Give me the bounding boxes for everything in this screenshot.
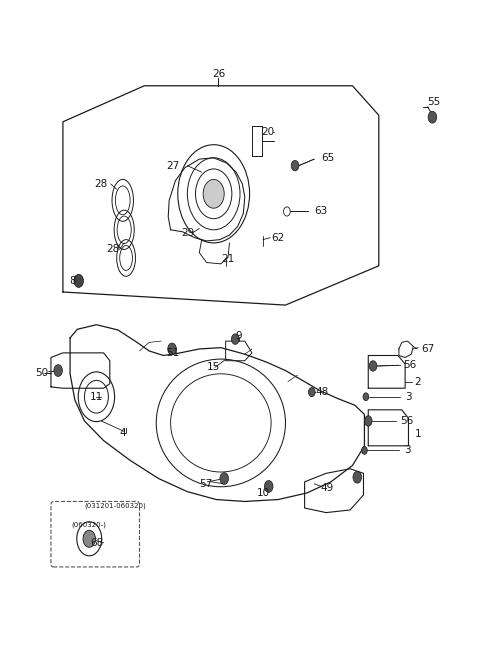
Text: 62: 62 [271, 233, 284, 243]
Text: 20: 20 [262, 127, 275, 136]
Circle shape [168, 343, 176, 355]
Text: 63: 63 [314, 207, 327, 216]
Text: 1: 1 [415, 429, 421, 439]
Text: 56: 56 [403, 360, 416, 371]
Text: 11: 11 [90, 392, 103, 401]
Text: 8: 8 [69, 276, 76, 286]
Circle shape [83, 530, 96, 547]
Text: 65: 65 [322, 153, 335, 163]
Text: 55: 55 [427, 97, 441, 107]
Text: 3: 3 [404, 445, 411, 455]
Circle shape [203, 179, 224, 208]
Circle shape [309, 388, 315, 397]
Text: (031201-060320): (031201-060320) [84, 502, 146, 509]
Text: 57: 57 [199, 479, 213, 489]
Circle shape [428, 112, 437, 123]
Circle shape [353, 472, 361, 483]
Text: 50: 50 [35, 367, 48, 377]
Text: 28: 28 [106, 245, 119, 255]
Text: (060320-): (060320-) [72, 521, 107, 527]
Circle shape [54, 365, 62, 377]
Circle shape [220, 473, 228, 484]
Text: 27: 27 [166, 161, 179, 171]
Text: 51: 51 [166, 348, 179, 358]
Text: 56: 56 [400, 416, 414, 426]
Circle shape [364, 416, 372, 426]
Text: 15: 15 [206, 362, 220, 372]
Circle shape [369, 361, 377, 371]
Circle shape [361, 447, 367, 455]
Text: 48: 48 [316, 387, 329, 397]
Text: 10: 10 [257, 488, 270, 498]
Text: 29: 29 [181, 228, 194, 238]
Text: 68: 68 [91, 538, 104, 548]
Circle shape [291, 161, 299, 171]
Text: 9: 9 [235, 331, 242, 341]
Text: 21: 21 [221, 255, 234, 264]
Circle shape [264, 481, 273, 492]
Circle shape [363, 393, 369, 401]
Circle shape [74, 274, 84, 287]
Text: 4: 4 [120, 428, 126, 438]
Text: 28: 28 [94, 179, 107, 189]
Text: 3: 3 [405, 392, 412, 401]
Text: 67: 67 [421, 344, 434, 354]
Text: 2: 2 [415, 377, 421, 386]
Text: 26: 26 [212, 69, 225, 79]
Circle shape [231, 334, 239, 344]
Text: 49: 49 [321, 483, 334, 493]
